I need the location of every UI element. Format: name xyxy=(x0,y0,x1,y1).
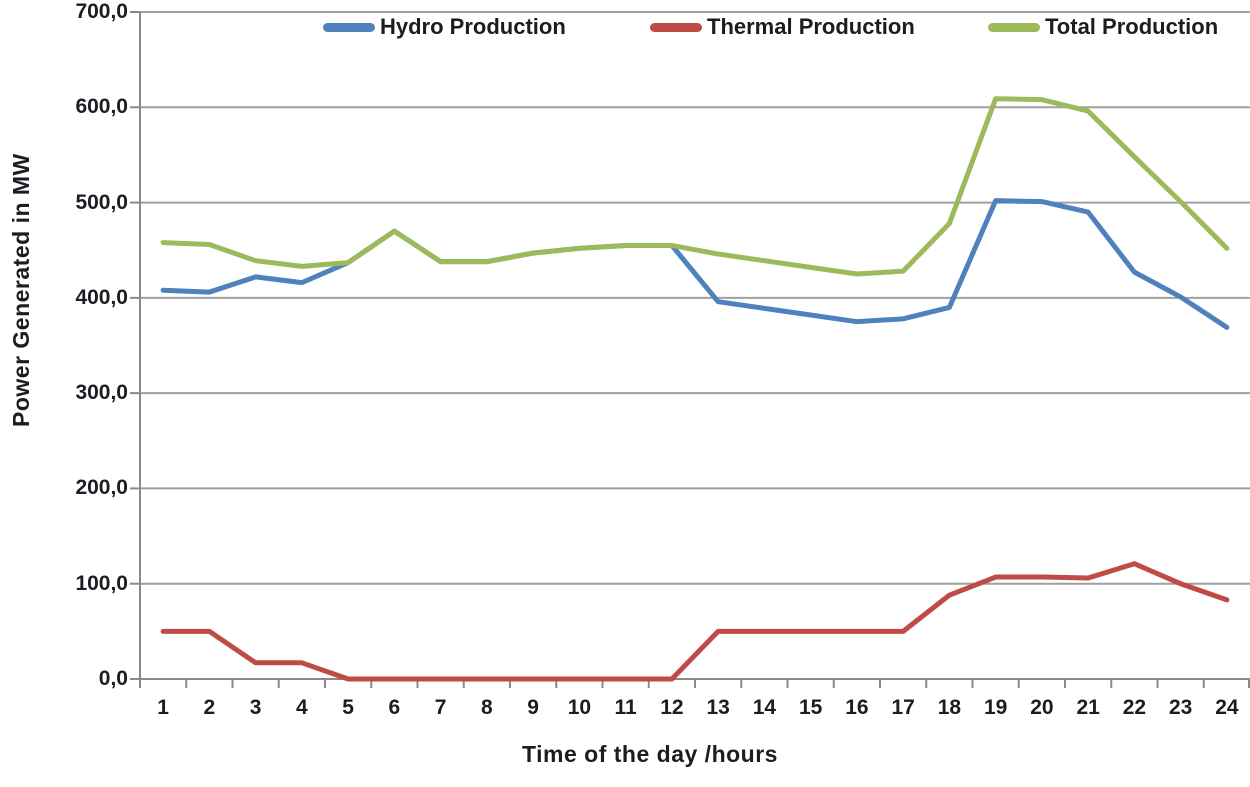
x-tick-label-5: 5 xyxy=(342,696,354,719)
hydro-line-swatch-icon xyxy=(323,22,375,32)
x-tick-label-11: 11 xyxy=(614,696,637,719)
x-tick-label-24: 24 xyxy=(1215,696,1239,719)
x-tick-label-17: 17 xyxy=(891,696,915,719)
legend-item-total: Total Production xyxy=(988,13,1218,41)
x-tick-label-13: 13 xyxy=(706,696,730,719)
y-tick-label-0: 0,0 xyxy=(98,667,128,690)
y-tick-label-300: 300,0 xyxy=(75,381,128,405)
x-tick-label-22: 22 xyxy=(1122,696,1147,719)
x-tick-label-18: 18 xyxy=(937,696,962,719)
thermal-line-swatch-icon xyxy=(650,22,702,32)
x-tick-label-6: 6 xyxy=(388,696,401,719)
x-tick-label-4: 4 xyxy=(296,696,308,719)
legend-label-thermal: Thermal Production xyxy=(707,14,915,39)
x-tick-label-10: 10 xyxy=(567,696,592,719)
x-tick-label-7: 7 xyxy=(434,696,447,719)
legend-item-hydro: Hydro Production xyxy=(323,13,566,41)
x-tick-label-19: 19 xyxy=(983,696,1008,719)
y-tick-label-500: 500,0 xyxy=(75,190,128,214)
x-tick-label-12: 12 xyxy=(660,696,684,719)
x-tick-label-14: 14 xyxy=(752,696,777,719)
x-tick-label-3: 3 xyxy=(249,696,262,719)
x-tick-label-1: 1 xyxy=(157,696,169,719)
x-axis-title: Time of the day /hours xyxy=(522,741,778,767)
x-tick-label-15: 15 xyxy=(798,696,823,719)
x-tick-label-2: 2 xyxy=(203,696,216,719)
series-line-hydro-production xyxy=(160,198,1230,330)
series-line-thermal-production xyxy=(160,561,1230,682)
legend-item-thermal: Thermal Production xyxy=(650,13,915,41)
total-line-swatch-icon xyxy=(988,22,1040,32)
y-tick-label-400: 400,0 xyxy=(75,285,128,309)
x-tick-label-8: 8 xyxy=(481,696,493,719)
y-tick-label-700: 700,0 xyxy=(75,0,128,23)
legend-label-total: Total Production xyxy=(1045,14,1219,39)
legend-label-hydro: Hydro Production xyxy=(380,14,566,39)
x-tick-label-16: 16 xyxy=(845,696,869,719)
y-tick-label-600: 600,0 xyxy=(75,95,128,119)
x-tick-label-9: 9 xyxy=(527,696,539,719)
y-tick-label-100: 100,0 xyxy=(75,571,128,595)
series-line-total-production xyxy=(160,96,1230,277)
x-tick-label-20: 20 xyxy=(1030,696,1054,719)
x-tick-label-21: 21 xyxy=(1076,696,1100,719)
y-axis-title: Power Generated in MW xyxy=(8,153,34,427)
y-tick-label-200: 200,0 xyxy=(75,476,128,500)
x-tick-label-23: 23 xyxy=(1168,696,1193,719)
